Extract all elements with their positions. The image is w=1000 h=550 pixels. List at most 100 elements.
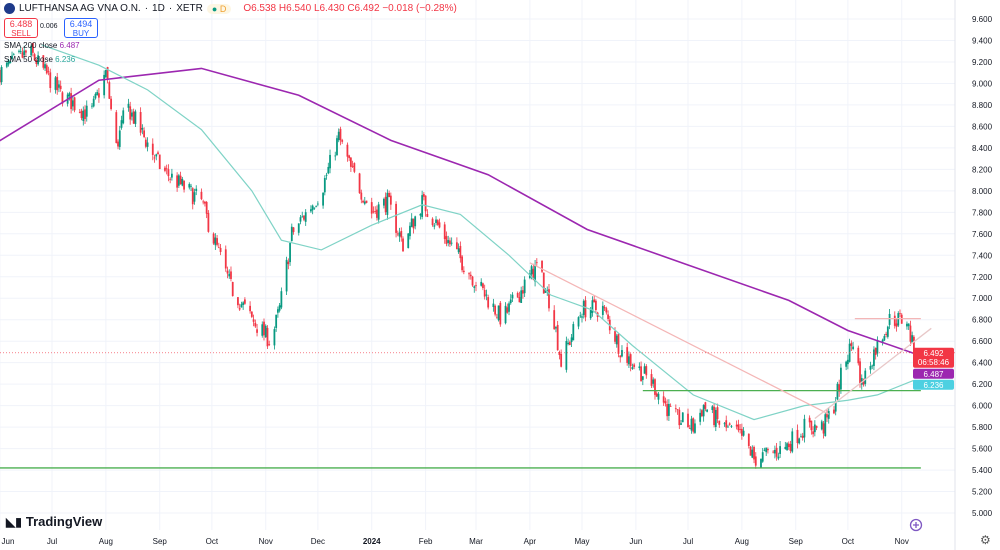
candle-body [445, 236, 448, 244]
candle [911, 331, 914, 343]
candle-body [534, 265, 536, 282]
candle [422, 192, 425, 201]
settings-gear-icon[interactable]: ⚙ [980, 533, 991, 547]
candle [146, 137, 149, 152]
candle-body [485, 294, 488, 296]
candle-body [810, 420, 813, 431]
symbol-name[interactable]: LUFTHANSA AG VNA O.N. [19, 3, 141, 14]
candle-body [252, 319, 255, 322]
sma50-legend[interactable]: SMA 50 close 6.236 [4, 55, 76, 64]
candle [504, 302, 507, 325]
candle [560, 349, 563, 368]
candle-body [603, 306, 606, 309]
candle [450, 237, 453, 246]
candle-body [410, 218, 413, 227]
candle-body [509, 299, 512, 304]
candle-body [299, 217, 302, 222]
candle [261, 321, 264, 338]
candle-body [846, 359, 849, 365]
candle [676, 409, 679, 415]
candle [195, 185, 198, 196]
candle-body [323, 178, 326, 193]
sma200-legend[interactable]: SMA 200 close 6.487 [4, 41, 80, 50]
candle [595, 299, 597, 313]
candle [143, 127, 145, 139]
candle-body [895, 323, 898, 327]
candle [820, 419, 823, 431]
trend-line-drawing [529, 262, 830, 415]
candle [641, 376, 644, 386]
add-icon[interactable] [909, 518, 923, 532]
candle-body [44, 64, 46, 69]
candle-body [643, 366, 646, 374]
sell-button[interactable]: 6.488 SELL [4, 18, 38, 38]
candle [810, 420, 813, 435]
candle-body [775, 447, 778, 457]
candle-body [796, 429, 799, 444]
y-tick-label: 7.400 [972, 251, 993, 260]
x-tick-label: Jun [2, 537, 15, 546]
candle [553, 305, 556, 330]
candle [840, 363, 842, 394]
candle-body [264, 325, 267, 338]
candle [485, 289, 488, 301]
candle [169, 177, 172, 184]
candle [426, 209, 429, 218]
candle-body [384, 196, 387, 213]
candle [104, 69, 107, 78]
buy-button[interactable]: 6.494 BUY [64, 18, 98, 38]
candle-body [106, 67, 109, 80]
candle-body [395, 203, 397, 233]
candle [579, 311, 582, 319]
candle-body [772, 451, 775, 453]
candle [699, 408, 702, 426]
candle [447, 235, 450, 247]
candle-body [183, 180, 185, 190]
candle-body [351, 165, 354, 167]
candle [572, 321, 575, 341]
candle-body [120, 120, 123, 128]
candle [827, 407, 830, 424]
candle-body [833, 409, 835, 414]
candle-body [200, 191, 203, 200]
candle [523, 276, 526, 298]
candle [445, 231, 448, 247]
candle-body [400, 231, 403, 238]
candle [398, 227, 401, 242]
candle [509, 294, 512, 305]
candle [772, 450, 775, 454]
candle-body [483, 289, 486, 297]
candle-body [402, 238, 404, 252]
candle [694, 419, 696, 434]
candle-body [522, 290, 524, 294]
candle-body [141, 127, 144, 130]
candle [690, 415, 693, 434]
candle-body [827, 411, 830, 419]
candle-body [834, 401, 837, 412]
candle-body [82, 110, 85, 122]
candle [713, 403, 715, 428]
candle-body [555, 327, 557, 329]
interval[interactable]: 1D [152, 3, 165, 14]
candle-body [459, 245, 462, 259]
candle [678, 407, 681, 430]
candle-body [414, 216, 417, 227]
candle-body [499, 302, 502, 325]
candle-body [614, 331, 616, 342]
candle [376, 205, 378, 221]
candle-body [913, 336, 915, 353]
candle-body [348, 155, 351, 159]
candle [511, 292, 514, 302]
candle [42, 55, 45, 70]
candle [662, 391, 665, 406]
candle-body [290, 226, 293, 242]
candle [386, 189, 389, 220]
candle [370, 197, 373, 219]
candle-body [280, 291, 283, 308]
sma200-tag [913, 368, 954, 379]
tradingview-logo[interactable]: ◣▮ TradingView [6, 514, 103, 529]
candle-body [447, 240, 450, 243]
candle-body [714, 409, 717, 427]
candle [205, 200, 208, 219]
